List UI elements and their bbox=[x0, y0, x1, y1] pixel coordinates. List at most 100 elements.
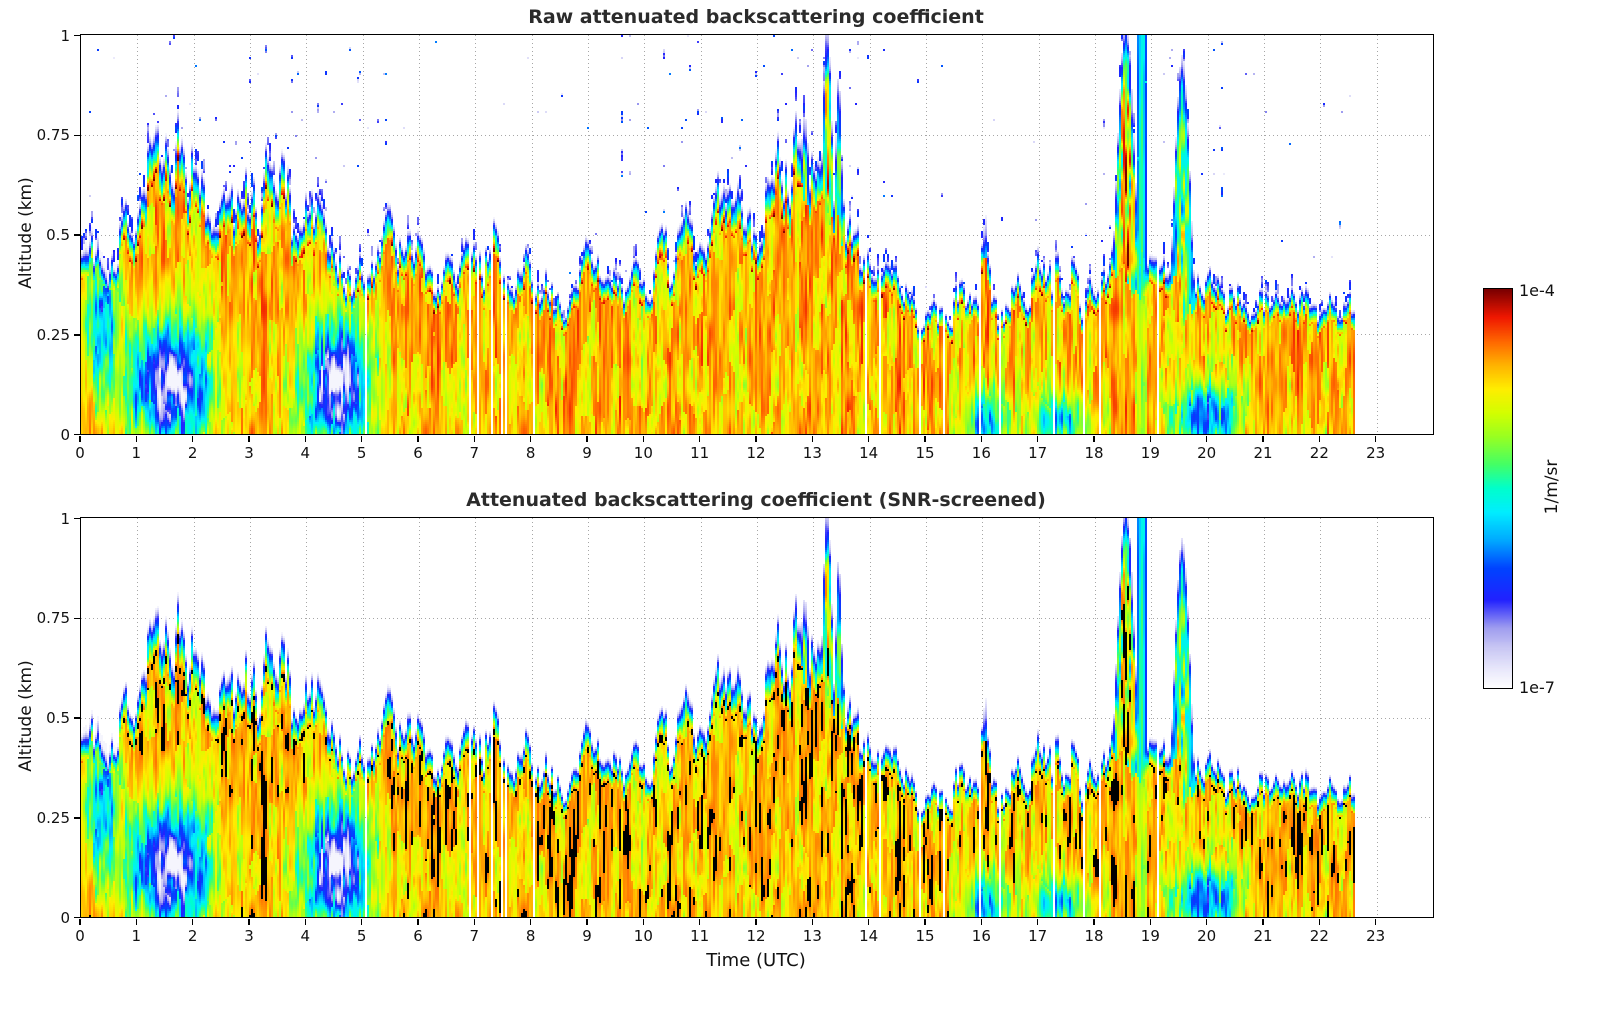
x-tick-mark bbox=[79, 436, 81, 442]
y-tick-label: 1 bbox=[60, 509, 70, 528]
y-tick-label: 0.25 bbox=[36, 808, 70, 827]
x-tick-label: 23 bbox=[1366, 444, 1386, 462]
x-tick-mark bbox=[417, 436, 419, 442]
y-tick-mark bbox=[74, 234, 80, 236]
x-tick-label: 10 bbox=[633, 927, 653, 945]
x-tick-label: 4 bbox=[300, 444, 311, 462]
x-tick-label: 11 bbox=[690, 444, 710, 462]
x-tick-mark bbox=[867, 919, 870, 925]
x-tick-label: 16 bbox=[971, 444, 991, 462]
x-tick-label: 6 bbox=[413, 444, 423, 462]
x-tick-label: 0 bbox=[75, 927, 85, 945]
x-tick-mark bbox=[135, 919, 138, 925]
x-tick-label: 19 bbox=[1140, 927, 1160, 945]
x-tick-mark bbox=[135, 436, 138, 442]
y-tick-label: 1 bbox=[60, 26, 70, 45]
x-tick-label: 7 bbox=[469, 444, 480, 462]
x-tick-label: 23 bbox=[1366, 927, 1386, 945]
x-tick-mark bbox=[473, 436, 476, 442]
x-tick-label: 5 bbox=[356, 927, 367, 945]
x-tick-label: 6 bbox=[413, 927, 423, 945]
x-tick-label: 3 bbox=[244, 927, 254, 945]
y-tick-mark bbox=[74, 34, 80, 37]
x-tick-label: 15 bbox=[915, 444, 935, 462]
y-tick-mark bbox=[74, 517, 80, 520]
x-tick-mark bbox=[417, 919, 419, 925]
x-tick-mark bbox=[586, 919, 588, 925]
x-tick-mark bbox=[360, 436, 363, 442]
x-tick-label: 19 bbox=[1140, 444, 1160, 462]
panel-title-screened: Attenuated backscattering coefficient (S… bbox=[466, 489, 1046, 511]
x-tick-label: 1 bbox=[131, 927, 142, 945]
x-tick-label: 12 bbox=[746, 927, 766, 945]
x-tick-mark bbox=[698, 436, 701, 442]
x-tick-label: 3 bbox=[244, 444, 254, 462]
x-tick-mark bbox=[1318, 919, 1321, 925]
x-tick-label: 14 bbox=[859, 444, 879, 462]
y-tick-mark bbox=[74, 817, 80, 819]
x-tick-mark bbox=[248, 919, 250, 925]
x-tick-mark bbox=[642, 919, 645, 925]
x-tick-label: 2 bbox=[187, 444, 198, 462]
panel-title-raw: Raw attenuated backscattering coefficien… bbox=[528, 6, 984, 28]
x-tick-mark bbox=[1149, 436, 1152, 442]
heatmap-canvas-screened bbox=[81, 518, 1433, 917]
x-tick-mark bbox=[304, 919, 307, 925]
x-tick-label: 12 bbox=[746, 444, 766, 462]
raw-plot-area bbox=[80, 34, 1434, 435]
x-tick-mark bbox=[1205, 436, 1208, 442]
x-tick-label: 8 bbox=[525, 444, 536, 462]
x-tick-label: 4 bbox=[300, 927, 311, 945]
x-tick-mark bbox=[586, 436, 588, 442]
y-tick-mark bbox=[74, 916, 80, 919]
x-tick-mark bbox=[1205, 919, 1208, 925]
x-tick-mark bbox=[191, 919, 194, 925]
colorbar-min-label: 1e-7 bbox=[1519, 678, 1555, 697]
y-tick-mark bbox=[74, 717, 80, 719]
x-tick-label: 11 bbox=[690, 927, 710, 945]
x-tick-mark bbox=[360, 919, 363, 925]
x-tick-label: 7 bbox=[469, 927, 480, 945]
x-tick-label: 8 bbox=[525, 927, 536, 945]
x-tick-mark bbox=[980, 919, 983, 925]
y-tick-mark bbox=[74, 433, 80, 436]
x-tick-label: 0 bbox=[75, 444, 85, 462]
x-tick-mark bbox=[755, 919, 757, 925]
x-tick-mark bbox=[1149, 919, 1152, 925]
colorbar-gradient bbox=[1484, 289, 1512, 688]
x-tick-mark bbox=[924, 919, 926, 925]
y-tick-label: 0.5 bbox=[46, 226, 70, 245]
x-tick-mark bbox=[1093, 919, 1095, 925]
y-tick-label: 0 bbox=[60, 908, 70, 927]
x-tick-label: 17 bbox=[1028, 444, 1048, 462]
y-tick-mark bbox=[74, 617, 80, 620]
y-tick-label: 0 bbox=[60, 425, 70, 444]
x-tick-label: 2 bbox=[187, 927, 198, 945]
x-tick-mark bbox=[1262, 919, 1264, 925]
colorbar bbox=[1483, 288, 1513, 689]
x-tick-label: 9 bbox=[582, 444, 592, 462]
y-tick-label: 0.25 bbox=[36, 325, 70, 344]
x-tick-mark bbox=[811, 919, 814, 925]
x-tick-label: 14 bbox=[859, 927, 879, 945]
x-tick-label: 9 bbox=[582, 927, 592, 945]
x-tick-label: 10 bbox=[633, 444, 653, 462]
x-tick-mark bbox=[1374, 436, 1377, 442]
x-tick-mark bbox=[1318, 436, 1321, 442]
y-tick-label: 0.75 bbox=[36, 126, 70, 145]
y-tick-mark bbox=[74, 334, 80, 336]
x-tick-label: 21 bbox=[1253, 927, 1273, 945]
x-tick-mark bbox=[1036, 919, 1039, 925]
x-tick-mark bbox=[304, 436, 307, 442]
x-tick-label: 5 bbox=[356, 444, 367, 462]
x-tick-label: 20 bbox=[1197, 444, 1217, 462]
x-tick-mark bbox=[1093, 436, 1095, 442]
y-tick-mark bbox=[74, 134, 80, 137]
y-tick-label: 0.75 bbox=[36, 609, 70, 628]
x-tick-label: 20 bbox=[1197, 927, 1217, 945]
x-tick-label: 1 bbox=[131, 444, 142, 462]
x-tick-mark bbox=[811, 436, 814, 442]
x-tick-label: 21 bbox=[1253, 444, 1273, 462]
x-tick-mark bbox=[1374, 919, 1377, 925]
colorbar-units-label: 1/m/sr bbox=[1542, 459, 1562, 515]
